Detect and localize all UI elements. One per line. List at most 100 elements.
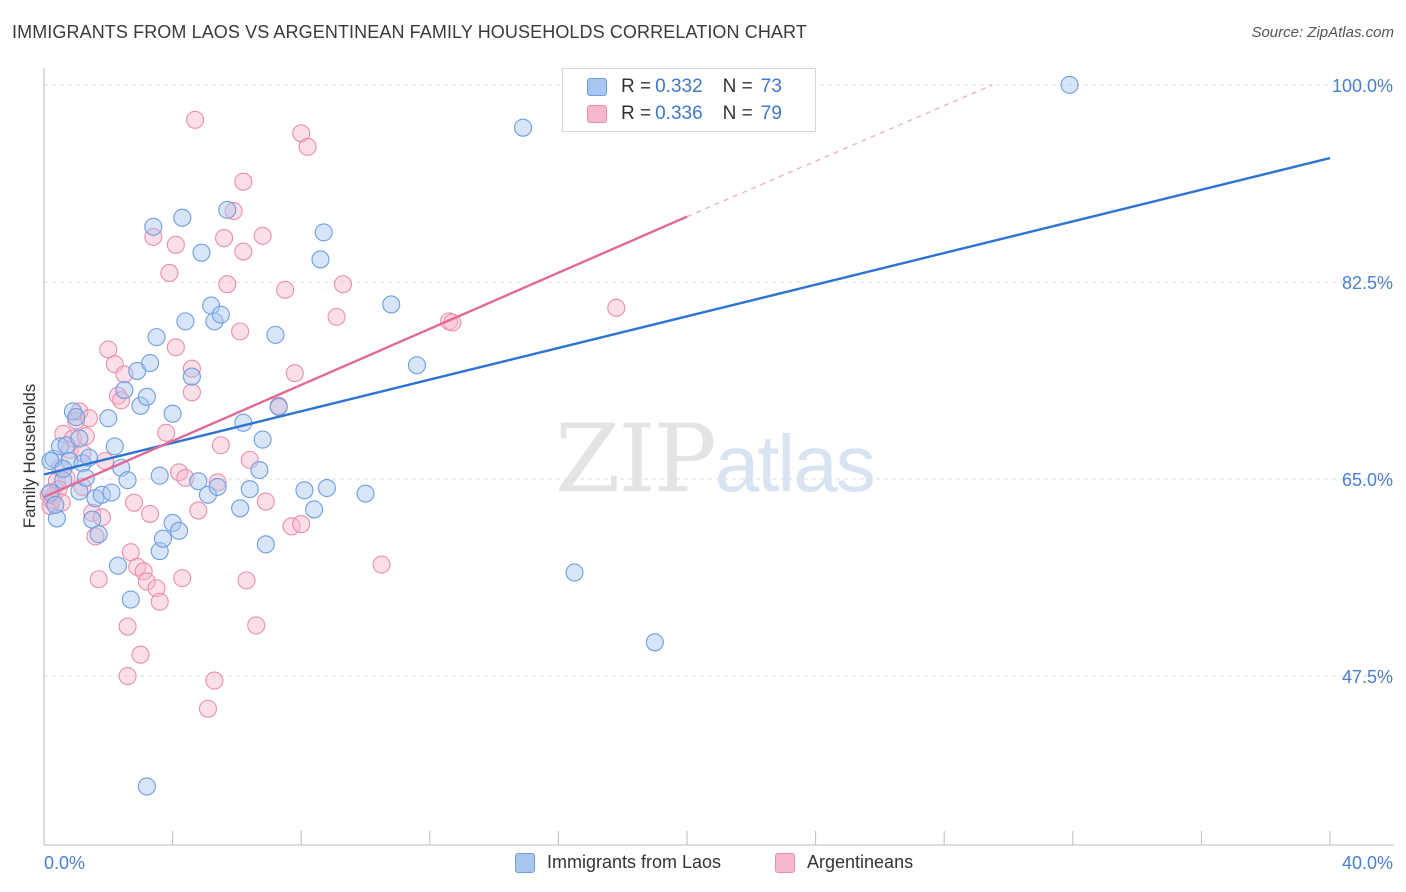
laos-point [150,466,169,485]
y-tick-label: 100.0% [1332,76,1393,96]
argentineans-point [182,383,201,402]
laos-point [305,500,324,519]
watermark-atlas: atlas [714,419,876,508]
laos-point [1060,75,1079,94]
laos-point [144,217,163,236]
laos-point [231,499,250,518]
argentineans-point [211,436,230,455]
laos-point [118,471,137,490]
laos-point [208,477,227,496]
laos-point [147,328,166,347]
argentineans-point [234,242,253,261]
legend-n-value: 79 [760,103,782,124]
laos-point [102,483,121,502]
laos-point [382,295,401,314]
laos-point [295,481,314,500]
argentineans-point [224,201,243,221]
laos-point [266,325,285,344]
laos-point [218,200,237,219]
legend-r-value: 0.336 [655,103,703,124]
laos-point [169,521,189,540]
argentineans-point [173,569,192,588]
argentineans-point [157,423,176,442]
argentineans-point [208,473,227,492]
laos-point [115,381,134,400]
argentineans-point [285,364,304,383]
argentineans-point [186,110,205,129]
laos-point [565,563,584,582]
legend-n-label: N = [722,103,753,124]
argentineans-point [70,402,89,421]
chart-title: IMMIGRANTS FROM LAOS VS ARGENTINEAN FAMI… [12,22,807,42]
legend-row-laos: R = 0.332 N = 73 [587,75,802,99]
laos-point [141,353,160,373]
laos-point [176,312,195,331]
laos-point [173,208,192,227]
legend-item-argentineans[interactable]: Argentineans [775,852,913,873]
laos-point [108,556,127,575]
argentineans-points [39,110,626,718]
legend-item-laos[interactable]: Immigrants from Laos [515,852,721,873]
laos-point [269,397,288,417]
laos-point [51,437,70,456]
laos-point [256,535,275,554]
argentineans-trend-line [43,215,688,499]
axis-labels: 47.5% 65.0% 82.5% 100.0% 0.0% 40.0% Family Hou… [20,76,1393,873]
laos-point [131,396,150,415]
laos-point [645,633,664,652]
laos-point [153,529,173,548]
argentineans-point [166,338,185,357]
laos-point [70,429,89,448]
argentineans-point [118,617,137,636]
y-tick-label: 65.0% [1342,470,1393,490]
argentineans-point [231,322,250,341]
legend-swatch-laos [515,852,535,873]
argentineans-point [189,501,208,520]
legend-swatch-argentineans [587,105,607,123]
argentineans-point [247,616,266,635]
laos-point [182,367,201,386]
laos-point [63,402,82,421]
laos-point [205,312,224,331]
argentineans-point [276,280,295,299]
laos-point [211,305,230,324]
argentineans-point [372,555,391,574]
laos-points [41,75,1079,796]
x-tick-label: 40.0% [1342,853,1393,873]
argentineans-point [89,570,108,589]
trend-lines [43,84,1331,499]
laos-point [89,525,108,544]
laos-point [407,356,426,375]
laos-point [234,413,253,432]
laos-point [317,478,336,498]
laos-point [240,480,259,499]
argentineans-point [124,493,144,512]
laos-point [202,296,221,315]
laos-point [253,430,272,449]
laos-point [137,777,156,796]
laos-point [67,408,86,427]
laos-point [46,495,65,514]
legend-r-label: R = [621,76,652,97]
argentineans-point [160,263,179,282]
legend-swatch-argentineans [775,852,795,873]
laos-point [192,243,211,262]
legend-swatch-laos [587,78,607,96]
legend-n-value: 73 [760,76,782,97]
argentineans-point [150,592,169,611]
argentineans-point [237,571,256,590]
argentineans-point [214,228,234,248]
laos-point [513,118,533,137]
laos-point [105,437,124,456]
argentineans-point [292,515,311,534]
argentineans-point [137,572,156,591]
argentineans-point [144,227,163,246]
argentineans-point [83,503,102,522]
argentineans-point [205,671,224,690]
argentineans-point [147,579,166,598]
argentineans-point [131,645,150,664]
series-legend: Immigrants from Laos Argentineans [0,852,1406,878]
laos-trend-line [43,156,1331,476]
argentineans-point [253,226,272,245]
